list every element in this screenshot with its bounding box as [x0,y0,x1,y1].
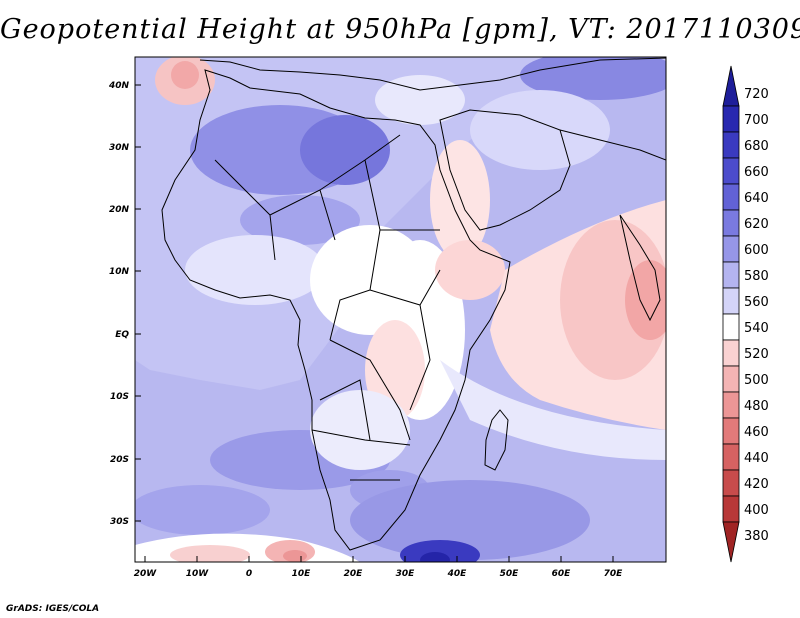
lon-tick-label: 10W [186,569,210,579]
lon-tick-label: 0 [246,569,252,579]
footer-credit: GrADS: IGES/COLA [6,604,100,614]
colorbar-label: 640 [744,191,769,206]
colorbar-label: 680 [744,139,769,154]
lon-tick-label: 10E [292,569,312,579]
colorbar-swatch [722,65,740,107]
lat-tick-label: 10S [110,392,129,402]
lon-tick-label: 60E [552,569,572,579]
colorbar-label: 600 [744,243,769,258]
colorbar-swatch [722,261,740,289]
lat-axis: 40N 30N 20N 10N EQ 10S 20S 30S [108,81,141,527]
colorbar-swatch [722,521,740,563]
lat-tick-label: 30S [110,517,129,527]
coastlines [161,57,666,551]
lat-tick-label: 20S [110,455,129,465]
lat-tick-label: EQ [115,330,129,340]
colorbar-label: 560 [744,295,769,310]
colorbar-label: 720 [744,87,769,102]
lon-axis: 20W 10W 0 10E 20E 30E 40E 50E 60E 70E [134,556,623,579]
colorbar-swatch [722,443,740,471]
colorbar-label: 620 [744,217,769,232]
lon-tick-label: 20W [134,569,158,579]
lon-tick-label: 40E [447,569,468,579]
colorbar: 720 700 680 660 640 620 600 580 560 540 520 500 480 4… [722,65,769,563]
colorbar-swatch [722,495,740,523]
lon-tick-label: 50E [500,569,520,579]
colorbar-label: 480 [744,399,769,414]
colorbar-label: 400 [744,503,769,518]
colorbar-swatch [722,209,740,237]
colorbar-label: 540 [744,321,769,336]
colorbar-swatch [722,287,740,315]
colorbar-swatch [722,157,740,185]
colorbar-swatch [722,365,740,393]
colorbar-swatch [722,417,740,445]
lat-tick-label: 40N [108,81,130,91]
colorbar-swatch [722,183,740,211]
colorbar-swatch [722,235,740,263]
colorbar-label: 380 [744,529,769,544]
colorbar-swatch [722,391,740,419]
colorbar-label: 580 [744,269,769,284]
lon-tick-label: 20E [344,569,364,579]
lon-tick-label: 30E [396,569,416,579]
colorbar-swatch [722,105,740,133]
colorbar-label: 440 [744,451,769,466]
colorbar-label: 660 [744,165,769,180]
map-title: Geopotential Height at 950hPa [gpm], VT:… [0,14,800,45]
lon-tick-label: 70E [604,569,624,579]
colorbar-label: 460 [744,425,769,440]
colorbar-label: 520 [744,347,769,362]
lat-tick-label: 10N [109,267,130,277]
colorbar-label: 420 [744,477,769,492]
colorbar-swatch [722,339,740,367]
colorbar-swatch [722,469,740,497]
colorbar-label: 500 [744,373,769,388]
colorbar-label: 700 [744,113,769,128]
height-field [135,57,666,562]
lat-tick-label: 30N [109,143,130,153]
colorbar-swatch [722,313,740,341]
colorbar-swatch [722,131,740,159]
plot-frame [134,56,667,563]
lat-tick-label: 20N [109,205,130,215]
